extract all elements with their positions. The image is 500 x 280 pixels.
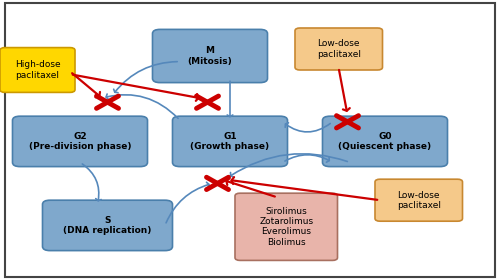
- Text: S
(DNA replication): S (DNA replication): [64, 216, 152, 235]
- Text: Sirolimus
Zotarolimus
Everolimus
Biolimus: Sirolimus Zotarolimus Everolimus Biolimu…: [259, 207, 314, 247]
- FancyBboxPatch shape: [0, 48, 75, 92]
- Text: G1
(Growth phase): G1 (Growth phase): [190, 132, 270, 151]
- FancyBboxPatch shape: [12, 116, 147, 167]
- FancyBboxPatch shape: [172, 116, 288, 167]
- FancyBboxPatch shape: [295, 28, 382, 70]
- Text: G0
(Quiescent phase): G0 (Quiescent phase): [338, 132, 432, 151]
- Text: High-dose
paclitaxel: High-dose paclitaxel: [14, 60, 60, 80]
- FancyBboxPatch shape: [42, 200, 172, 251]
- Text: G2
(Pre-division phase): G2 (Pre-division phase): [29, 132, 131, 151]
- Text: Low-dose
paclitaxel: Low-dose paclitaxel: [397, 190, 441, 210]
- FancyBboxPatch shape: [235, 193, 338, 260]
- Text: Low-dose
paclitaxel: Low-dose paclitaxel: [317, 39, 361, 59]
- FancyBboxPatch shape: [152, 29, 268, 83]
- FancyBboxPatch shape: [322, 116, 448, 167]
- FancyBboxPatch shape: [375, 179, 462, 221]
- Text: M
(Mitosis): M (Mitosis): [188, 46, 232, 66]
